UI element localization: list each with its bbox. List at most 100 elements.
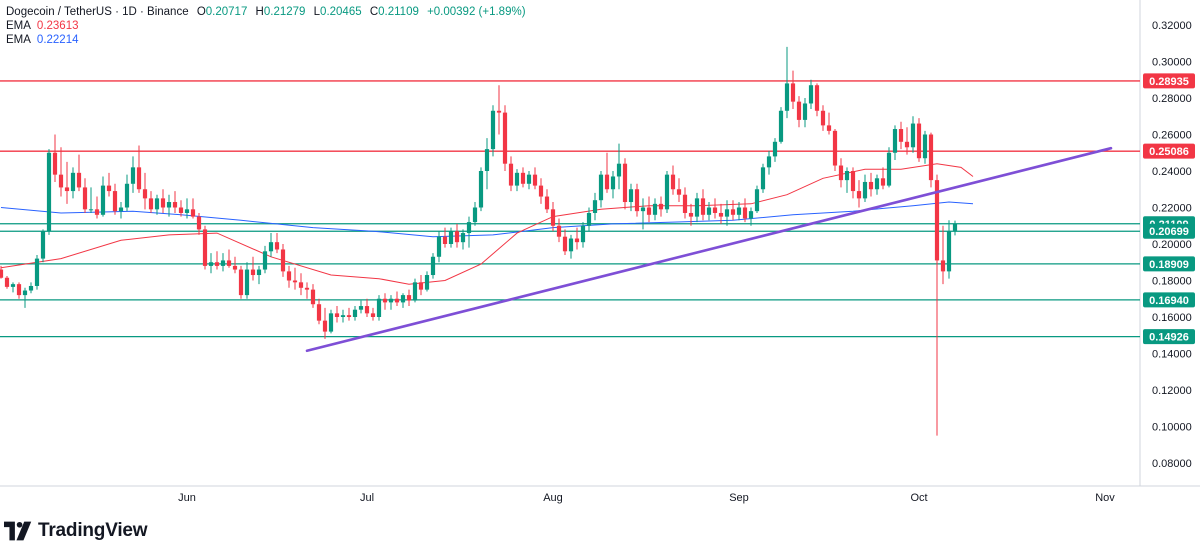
candle-down xyxy=(496,110,502,113)
candle-down xyxy=(934,180,940,261)
price-tag-badge xyxy=(1143,223,1195,239)
candle-down xyxy=(0,269,4,278)
candle-down xyxy=(520,172,526,184)
candle-down xyxy=(850,171,856,192)
candle-up xyxy=(892,129,898,153)
candle-up xyxy=(568,238,574,252)
open-label: O xyxy=(196,6,206,18)
price-tag-label: 0.28935 xyxy=(1149,76,1189,88)
price-tick-label: 0.24000 xyxy=(1152,166,1192,178)
candle-down xyxy=(196,216,202,230)
candle-up xyxy=(400,295,406,303)
candle-up xyxy=(460,233,466,243)
candle-down xyxy=(82,187,88,210)
price-axis[interactable]: 0.32000 0.30000 0.28000 0.26000 0.24000 0.220… xyxy=(1152,20,1192,470)
open-value: 0.20717 xyxy=(205,6,248,18)
ema-slow-value: 0.22214 xyxy=(36,34,79,46)
price-tag-badge xyxy=(1143,292,1195,308)
time-tick-label: Aug xyxy=(543,492,563,504)
candle-down xyxy=(442,236,448,244)
chart-legend: Dogecoin / TetherUS · 1D · Binance O0.20… xyxy=(6,5,526,47)
candle-down xyxy=(538,185,544,197)
candle-up xyxy=(616,163,622,177)
price-tag-badge xyxy=(1143,329,1195,345)
candle-down xyxy=(298,282,304,288)
ema-slow-row[interactable]: EMA 0.22214 xyxy=(6,33,526,47)
candle-down xyxy=(880,178,886,186)
candle-down xyxy=(418,282,424,290)
candle-down xyxy=(868,181,874,190)
candle-down xyxy=(508,163,514,186)
price-tick-label: 0.18000 xyxy=(1152,276,1192,288)
time-axis[interactable]: Jun Jul Aug Sep Oct Nov xyxy=(178,492,1115,504)
price-tick-label: 0.26000 xyxy=(1152,130,1192,142)
candle-down xyxy=(382,298,388,303)
time-tick-label: Oct xyxy=(910,492,927,504)
tradingview-logo-icon xyxy=(4,521,32,541)
candle-up xyxy=(340,315,346,317)
candle-up xyxy=(124,183,130,208)
price-tags: 0.289350.250860.211090.206990.189090.169… xyxy=(1143,73,1195,345)
candle-down xyxy=(730,209,736,215)
symbol-title[interactable]: Dogecoin / TetherUS · 1D · Binance xyxy=(6,6,189,18)
candle-down xyxy=(334,313,340,317)
candle-up xyxy=(736,207,742,215)
candle-down xyxy=(838,165,844,181)
high-value: 0.21279 xyxy=(263,6,306,18)
candle-down xyxy=(148,198,154,210)
candle-down xyxy=(832,130,838,166)
candle-up xyxy=(598,174,604,201)
candle-down xyxy=(676,189,682,195)
candle-down xyxy=(544,196,550,210)
candle-down xyxy=(940,260,946,272)
candle-down xyxy=(712,207,718,213)
high-label: H xyxy=(255,6,264,18)
candle-up xyxy=(268,242,274,252)
candle-down xyxy=(136,167,142,190)
candle-down xyxy=(292,280,298,283)
candle-up xyxy=(592,200,598,213)
candle-down xyxy=(172,202,178,208)
candle-down xyxy=(178,207,184,213)
candle-up xyxy=(862,181,868,199)
candle-down xyxy=(214,262,220,266)
candle-up xyxy=(484,149,490,171)
candle-up xyxy=(478,171,484,208)
candle-down xyxy=(346,315,352,317)
symbol-info-row: Dogecoin / TetherUS · 1D · Binance O0.20… xyxy=(6,5,526,19)
candle-up xyxy=(436,236,442,257)
candle-up xyxy=(256,269,262,276)
candle-down xyxy=(898,129,904,142)
ema-fast-value: 0.23613 xyxy=(36,20,79,32)
candle-down xyxy=(556,225,562,237)
candle-up xyxy=(490,110,496,150)
candle-up xyxy=(118,207,124,212)
price-tick-label: 0.30000 xyxy=(1152,57,1192,69)
ema-fast-row[interactable]: EMA 0.23613 xyxy=(6,19,526,33)
price-tag-label: 0.20699 xyxy=(1149,226,1189,238)
candle-up xyxy=(430,256,436,276)
candle-down xyxy=(646,207,652,215)
candle-down xyxy=(742,207,748,219)
candle-down xyxy=(454,231,460,243)
time-tick-label: Jun xyxy=(178,492,196,504)
candle-down xyxy=(316,304,322,321)
candle-down xyxy=(58,174,64,188)
candle-down xyxy=(16,284,22,296)
candle-up xyxy=(772,141,778,157)
candle-down xyxy=(406,295,412,301)
tradingview-logo[interactable]: TradingView xyxy=(4,520,148,542)
candle-down xyxy=(550,209,556,226)
candle-down xyxy=(718,212,724,217)
trendline-layer xyxy=(305,146,1113,353)
candle-up xyxy=(694,198,700,217)
candle-down xyxy=(310,289,316,305)
logo-text: TradingView xyxy=(38,520,148,541)
price-tag-badge xyxy=(1143,256,1195,272)
price-tick-label: 0.08000 xyxy=(1152,458,1192,470)
candle-up xyxy=(22,290,28,296)
candle-up xyxy=(220,260,226,266)
candle-down xyxy=(274,242,280,250)
candle-up xyxy=(754,189,760,212)
